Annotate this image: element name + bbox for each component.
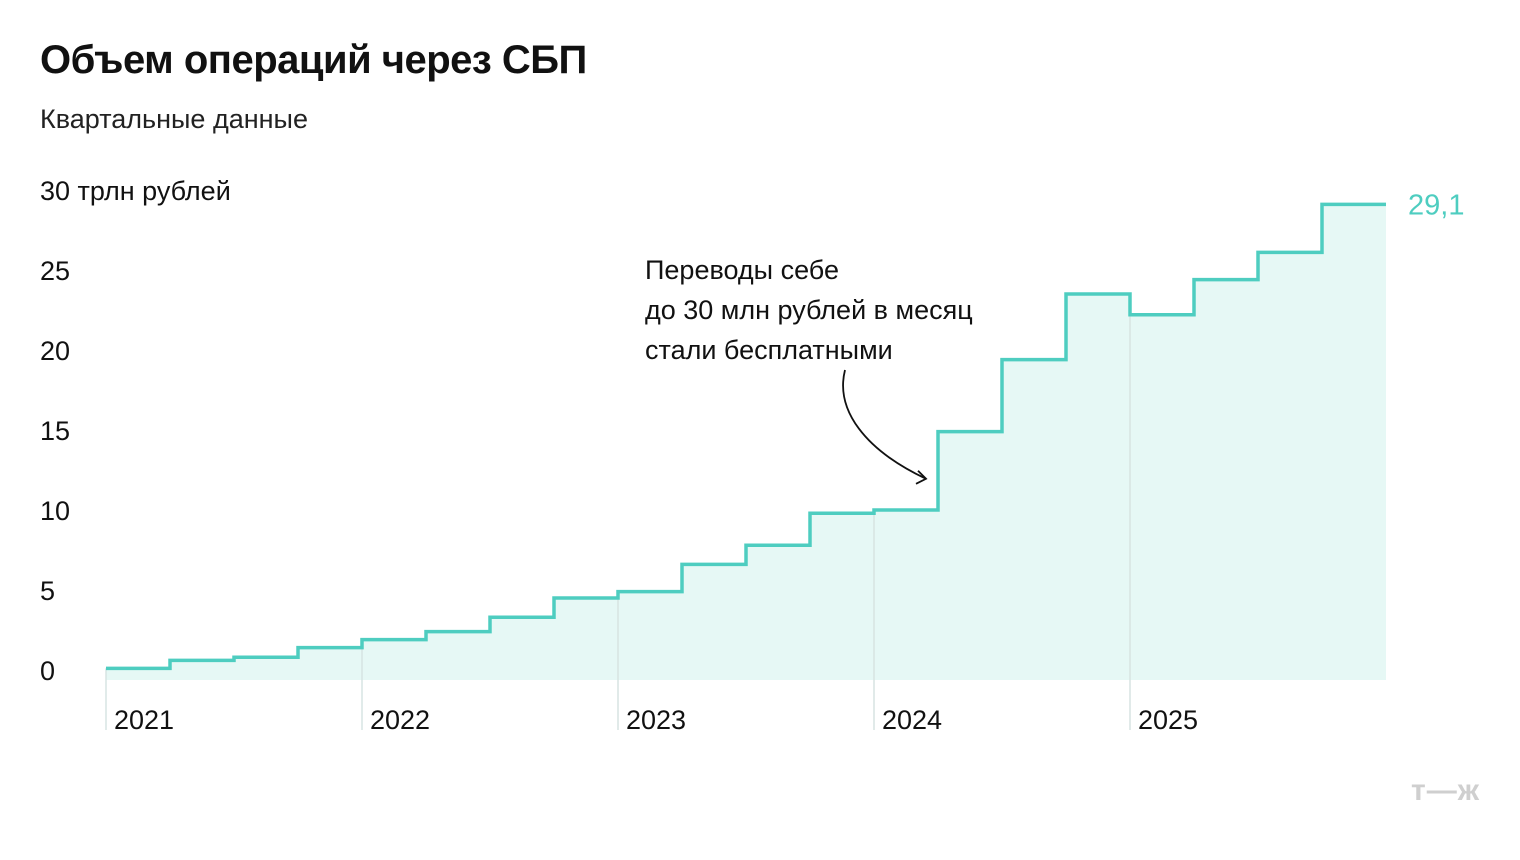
annotation-text: до 30 млн рублей в месяц [645,295,973,325]
data-step [874,508,938,512]
data-step [426,630,490,634]
data-step [1322,202,1386,206]
annotation-arrow [842,369,927,480]
x-tick-label: 2022 [370,705,430,735]
data-step [618,590,682,594]
series-step-line [106,202,1386,671]
chart-subtitle: Квартальные данные [40,104,308,134]
chart-title: Объем операций через СБП [40,38,587,82]
data-step [554,596,618,600]
annotation-text: стали бесплатными [645,335,893,365]
data-step [1130,313,1194,317]
data-step [810,511,874,515]
annotation-arrowhead [915,470,928,485]
y-unit-label: 30 трлн рублей [40,176,231,206]
data-step [1258,250,1322,254]
y-tick-label: 10 [40,496,70,526]
last-value-label: 29,1 [1408,189,1464,221]
y-tick-label: 25 [40,256,70,286]
data-step [1194,278,1258,282]
x-tick-label: 2025 [1138,705,1198,735]
x-tick-label: 2021 [114,705,174,735]
data-step [234,655,298,659]
data-step [362,638,426,642]
data-step [1066,292,1130,296]
annotation-text: Переводы себе [645,255,839,285]
data-step [170,658,234,662]
brand-logo: т—ж [1411,774,1480,807]
data-step [106,666,170,670]
x-tick-label: 2023 [626,705,686,735]
y-tick-label: 0 [40,656,55,686]
data-step [746,543,810,547]
data-step [490,615,554,619]
data-step [682,562,746,566]
y-tick-label: 5 [40,576,55,606]
y-tick-label: 15 [40,416,70,446]
data-step [938,430,1002,434]
x-tick-label: 2024 [882,705,942,735]
y-tick-label: 20 [40,336,70,366]
data-step [298,646,362,650]
data-step [1002,358,1066,362]
